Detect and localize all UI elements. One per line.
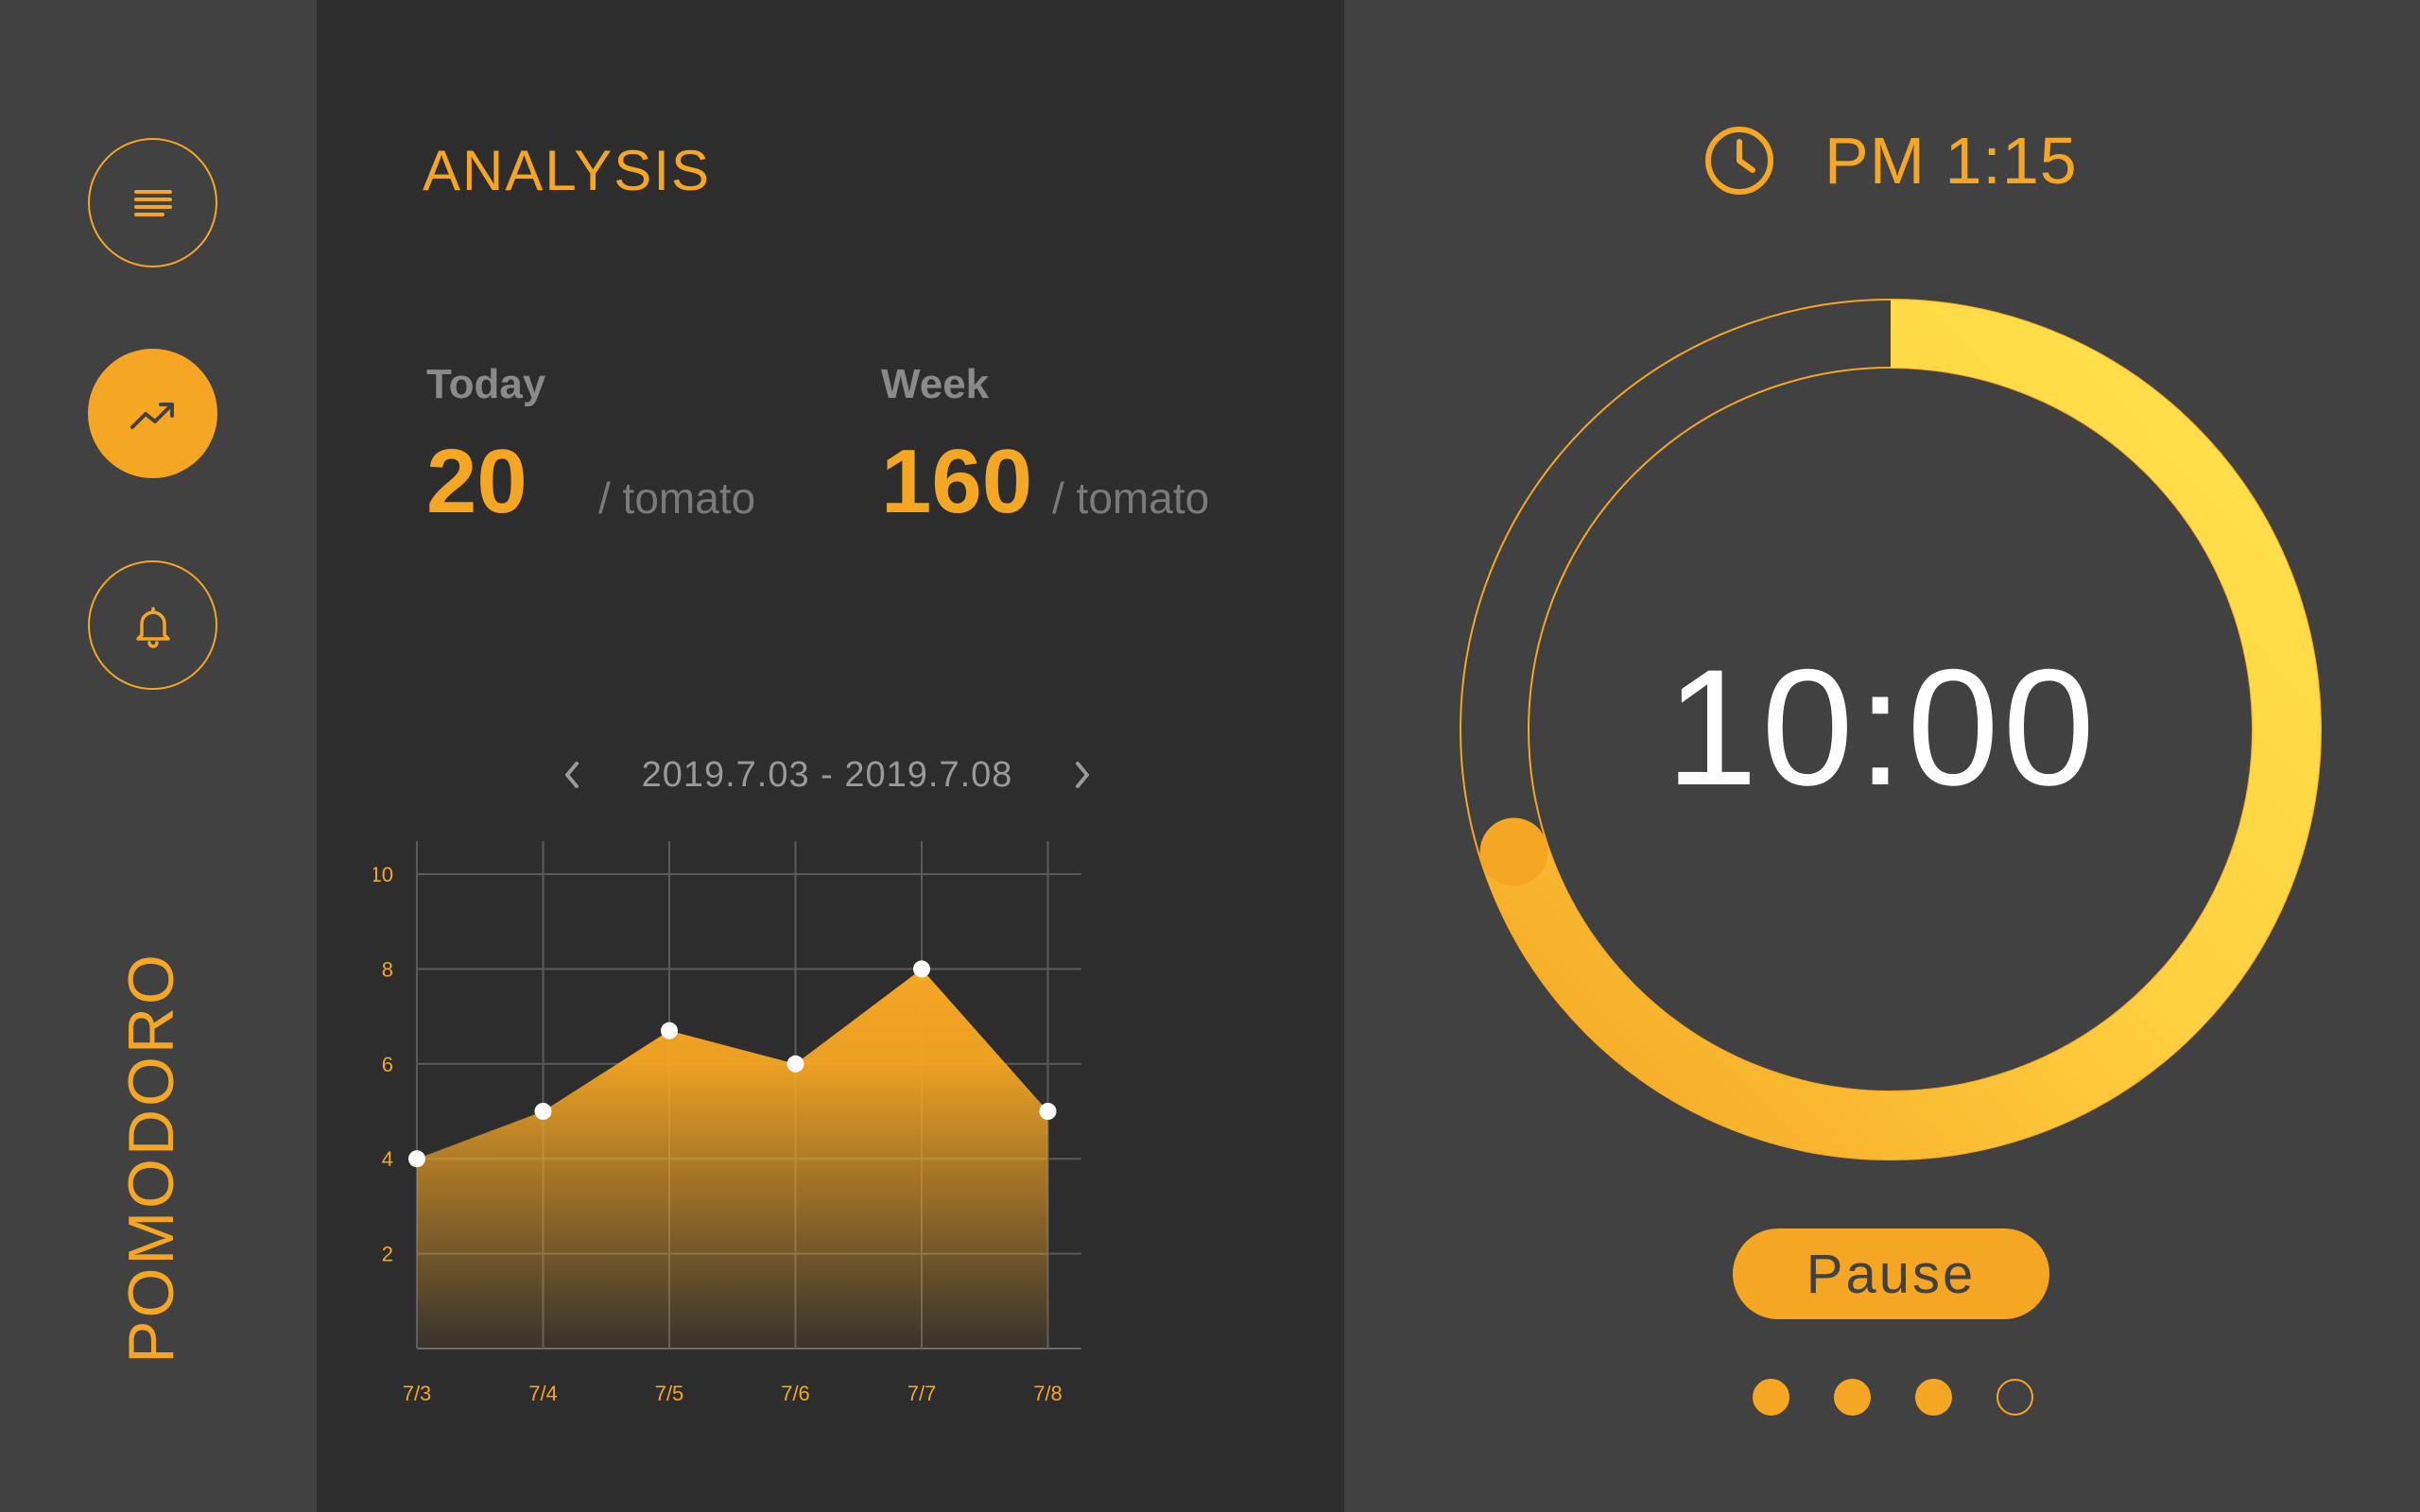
session-dot-complete [1915,1379,1952,1416]
y-tick-label: 2 [382,1243,393,1266]
data-point [534,1103,552,1120]
timer-panel: PM 1:15 10:00 Pause [1344,0,2420,1512]
x-tick-label: 7/8 [1033,1382,1063,1405]
date-range-text: 2019.7.03 - 2019.7.08 [641,754,1013,795]
today-label: Today [426,361,546,407]
analysis-panel: ANALYSIS Today 20 / tomato Week 160 / to… [317,0,1344,1512]
menu-icon [133,189,172,216]
ring-progress-arc [1481,300,2321,1160]
x-tick-label: 7/7 [908,1382,937,1405]
sidebar: POMODORO [0,0,317,1512]
data-point [408,1150,425,1168]
session-dot-complete [1753,1379,1789,1416]
session-dot-complete [1834,1379,1871,1416]
week-label: Week [881,361,990,407]
timer-remaining: 10:00 [1666,636,2099,820]
notifications-button[interactable] [88,560,217,690]
chevron-left-icon [565,762,579,788]
chart-area [417,969,1048,1349]
clock-text: PM 1:15 [1824,124,2078,198]
page-title: ANALYSIS [423,139,712,202]
session-indicators [1753,1379,2078,1416]
x-tick-label: 7/5 [655,1382,684,1405]
current-time: PM 1:15 [1702,113,2078,208]
data-point [661,1022,678,1040]
next-range-button[interactable] [1063,756,1101,794]
clock-icon [1705,127,1773,195]
x-tick-label: 7/6 [781,1382,810,1405]
previous-range-button[interactable] [553,756,591,794]
bell-icon [135,606,170,648]
app-brand: POMODORO [115,952,187,1364]
chevron-right-icon [1076,762,1089,788]
trending-up-icon [130,402,174,429]
menu-button[interactable] [88,138,217,267]
date-range-selector: 2019.7.03 - 2019.7.08 [553,751,1101,799]
timer-progress-ring [1460,299,2322,1160]
pause-button[interactable]: Pause [1733,1228,2049,1319]
data-point [1039,1103,1057,1120]
chart-labels: 2 4 6 8 10 7/3 7/4 7/5 7/6 7/7 7/8 [373,863,1063,1405]
y-tick-label: 8 [382,957,393,981]
analysis-button[interactable] [88,349,217,478]
x-tick-label: 7/4 [528,1382,558,1405]
tomato-area-chart: 2 4 6 8 10 7/3 7/4 7/5 7/6 7/7 7/8 [373,841,1081,1405]
data-point [913,960,930,978]
session-dot-pending [1996,1379,2033,1416]
y-tick-label: 10 [373,863,393,886]
ring-progress-cap [1479,817,1548,886]
today-value: 20 [426,431,527,532]
chart-points [408,960,1057,1168]
today-unit: / tomato [598,473,756,523]
y-tick-label: 6 [382,1053,393,1076]
week-value: 160 [881,431,1033,532]
y-tick-label: 4 [382,1147,393,1171]
x-tick-label: 7/3 [403,1382,432,1405]
data-point [786,1055,804,1073]
week-unit: / tomato [1052,473,1210,523]
